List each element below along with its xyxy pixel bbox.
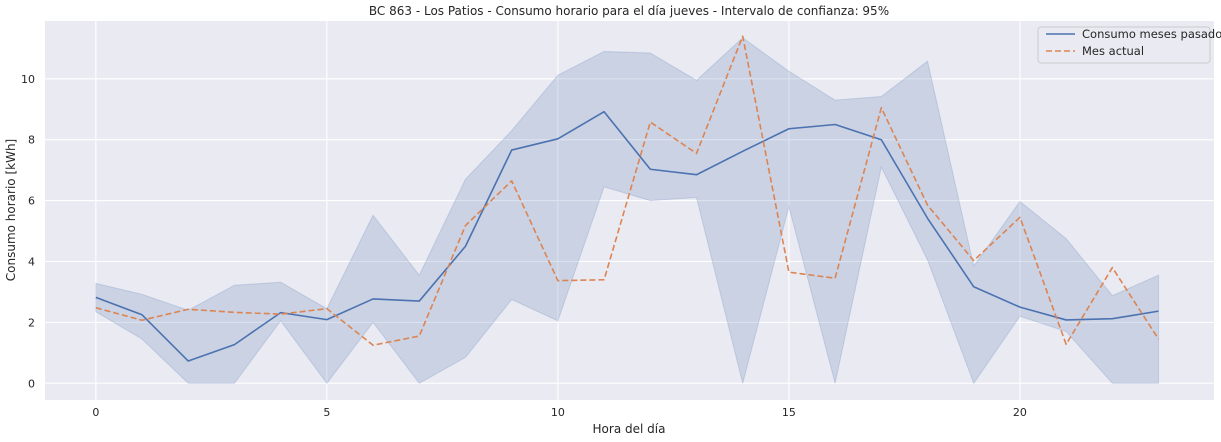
legend-label-consumo-meses-pasados: Consumo meses pasados	[1082, 27, 1221, 41]
series-line-mes-actual	[95, 35, 1160, 347]
legend-label-mes-actual: Mes actual	[1082, 44, 1144, 58]
x-tick-label: 10	[551, 406, 565, 419]
confidence-band	[95, 37, 1160, 385]
legend: Consumo meses pasados Mes actual	[1037, 26, 1221, 64]
x-tick-label: 20	[1013, 406, 1027, 419]
y-tick-labels: 0 2 4 6 8 10	[21, 73, 35, 390]
legend-box	[1037, 26, 1211, 64]
y-tick-label: 2	[28, 316, 35, 329]
series-line-consumo-meses-pasados	[95, 110, 1159, 362]
x-tick-label: 15	[782, 406, 796, 419]
y-tick-label: 10	[21, 73, 35, 86]
y-tick-label: 8	[28, 134, 35, 147]
y-tick-label: 6	[28, 195, 35, 208]
series-lines	[95, 35, 1160, 362]
plot-area	[45, 21, 1214, 400]
grid-lines	[45, 21, 1214, 400]
y-tick-label: 0	[28, 377, 35, 390]
chart-title: BC 863 - Los Patios - Consumo horario pa…	[369, 4, 889, 18]
y-axis-label: Consumo horario [kWh]	[4, 139, 18, 281]
x-tick-label: 5	[323, 406, 330, 419]
x-axis-label: Hora del día	[593, 422, 666, 436]
x-tick-label: 0	[92, 406, 99, 419]
y-tick-label: 4	[28, 255, 35, 268]
x-tick-labels: 0 5 10 15 20	[92, 406, 1027, 419]
